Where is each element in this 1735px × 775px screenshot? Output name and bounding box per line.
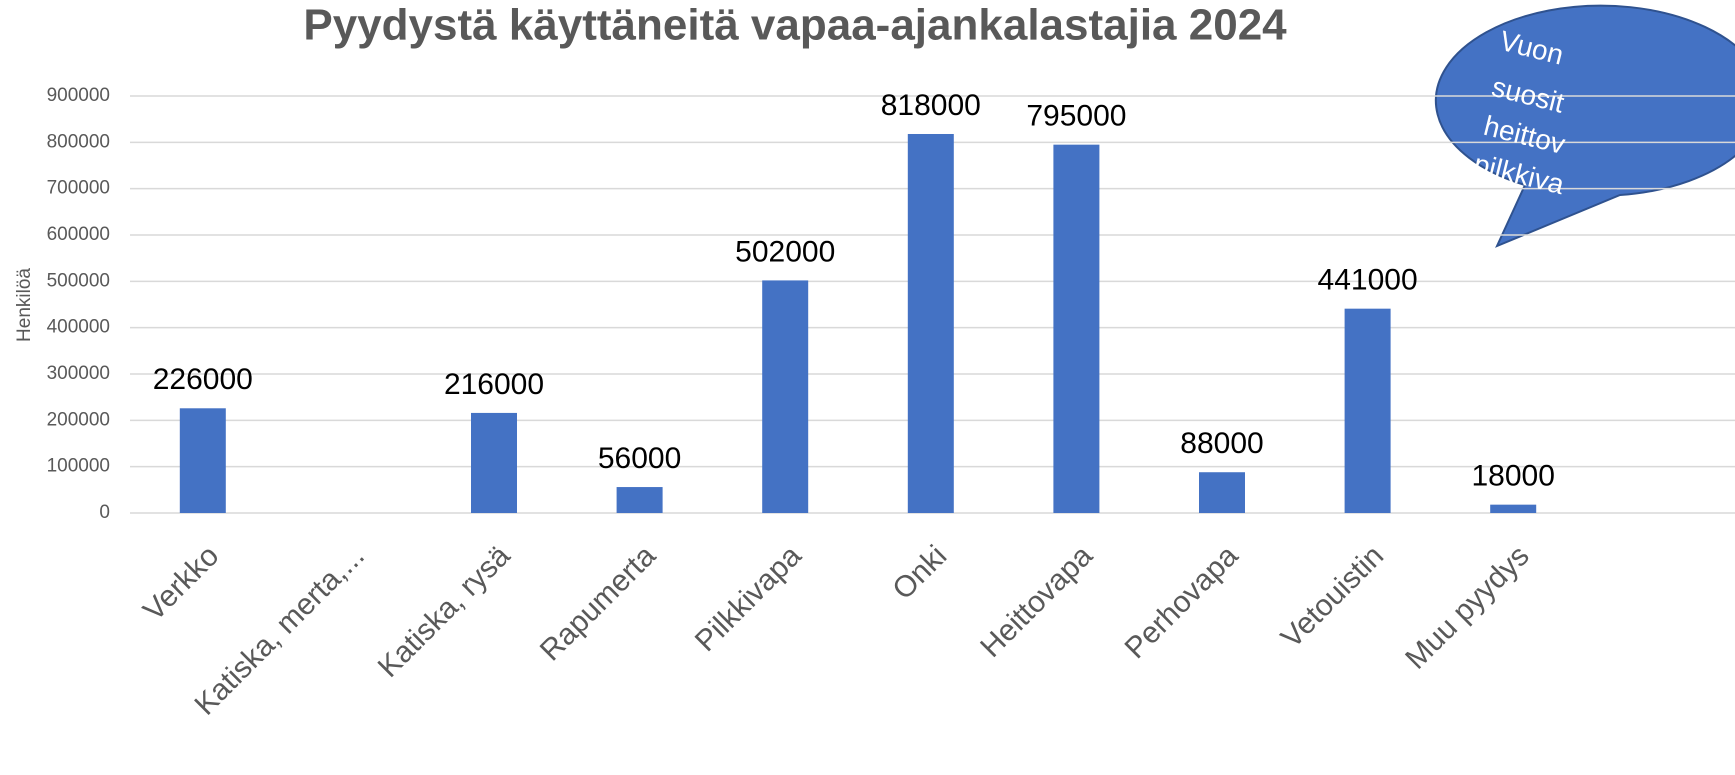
data-label: 795000 [1026,100,1126,133]
x-tick-label: Muu pyydys [1399,539,1536,676]
y-tick-label: 800000 [47,131,110,152]
y-tick-label: 500000 [47,270,110,291]
x-tick-label: Heittovapa [974,539,1099,664]
callout [1434,4,1735,248]
data-label: 18000 [1471,460,1554,493]
bar [762,280,809,513]
y-tick-label: 700000 [47,178,110,199]
y-tick-label: 100000 [47,456,110,477]
y-tick-label: 400000 [47,317,110,338]
y-axis-label: Henkilöä [14,268,35,342]
bar [616,487,663,513]
x-tick-label: Perhovapa [1119,539,1245,665]
bar [907,133,954,513]
data-label: 88000 [1180,427,1263,460]
data-label: 56000 [598,442,681,475]
bar [1199,472,1245,513]
bar [1490,504,1537,513]
data-label: 818000 [881,89,981,122]
chart-title: Pyydystä käyttäneitä vapaa-ajankalastaji… [303,1,1287,50]
x-tick-label: Pilkkivapa [689,539,808,658]
y-tick-label: 0 [99,502,110,523]
y-tick-label: 900000 [47,85,110,106]
x-tick-label: Verkko [137,539,225,627]
bar [179,408,226,513]
data-label: 502000 [735,235,835,268]
x-tick-label: Vetouistin [1275,539,1390,654]
y-tick-label: 600000 [47,224,110,245]
data-label: 226000 [153,363,253,396]
data-label: 441000 [1318,264,1418,297]
callout-bubble [1434,4,1735,248]
bar [471,412,517,513]
y-tick-label: 300000 [47,363,110,384]
x-tick-label: Katiska, rysä [372,539,517,684]
bar [1344,308,1391,513]
data-label: 216000 [444,368,544,401]
bar [1053,144,1100,513]
x-tick-label: Rapumerta [534,539,662,667]
y-tick-label: 200000 [47,409,110,430]
x-tick-label: Onki [886,539,953,606]
